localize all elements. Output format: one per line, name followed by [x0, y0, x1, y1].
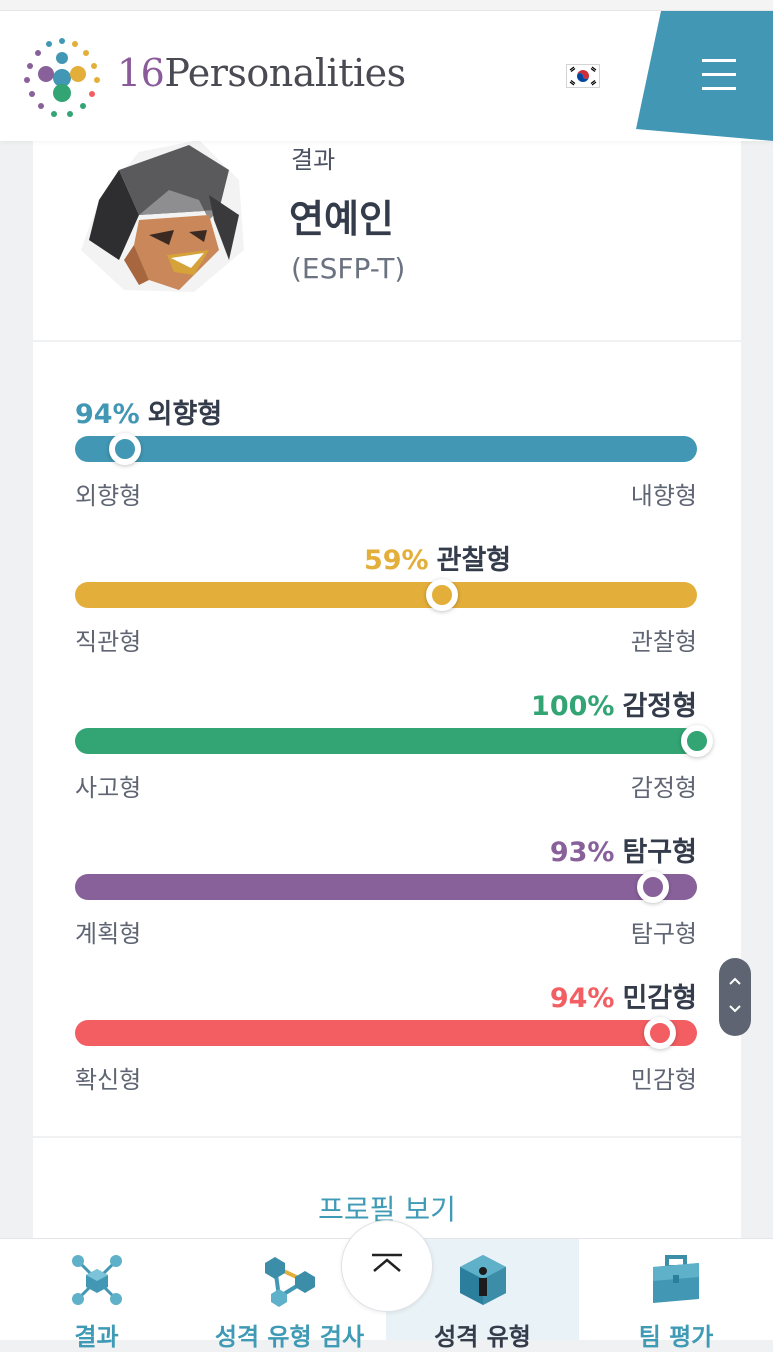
brand-logo-text[interactable]: 16Personalities — [117, 51, 406, 95]
trait-left-label: 외향형 — [75, 482, 142, 510]
trait-row: 93% 탐구형 계획형 탐구형 — [75, 830, 697, 970]
molecule-icon — [72, 1255, 122, 1305]
briefcase-icon — [653, 1255, 699, 1303]
trait-left-label: 사고형 — [75, 774, 142, 802]
scroll-top-chevron-icon — [372, 1253, 402, 1272]
menu-background-shape — [636, 11, 773, 141]
trait-heading: 94% 외향형 — [75, 392, 222, 431]
trait-heading: 59% 관찰형 — [364, 538, 511, 577]
hamburger-menu-icon[interactable] — [692, 55, 744, 95]
trait-row: 100% 감정형 사고형 감정형 — [75, 684, 713, 824]
scroll-navigator[interactable] — [719, 958, 751, 1036]
nav-personality-types-label: 성격 유형 — [434, 1323, 531, 1351]
nav-results[interactable]: 결과 — [0, 1239, 193, 1351]
trait-bar — [75, 728, 697, 754]
trait-row: 59% 관찰형 직관형 관찰형 — [75, 538, 697, 678]
trait-right-label: 탐구형 — [630, 920, 697, 948]
trait-slider-knob[interactable] — [637, 871, 670, 903]
trait-left-label: 직관형 — [75, 628, 142, 656]
chevron-down-icon[interactable] — [728, 1004, 742, 1014]
site-header: 16Personalities — [0, 10, 773, 141]
nav-test-label: 성격 유형 검사 — [214, 1323, 365, 1351]
trait-name: 외향형 — [147, 399, 223, 430]
chevron-up-icon[interactable] — [728, 976, 742, 986]
trait-percent: 93% — [549, 837, 615, 868]
trait-bar — [75, 436, 697, 462]
logo-dots-icon[interactable] — [20, 36, 104, 120]
trait-name: 민감형 — [622, 983, 697, 1014]
traits-card: 94% 외향형 외향형 내향형 59% 관찰형 직관형 관찰형 100% 감정형 사고형 감정형 93%… — [33, 342, 741, 1136]
scroll-to-top-button[interactable] — [341, 1220, 433, 1312]
trait-bar — [75, 1020, 697, 1046]
personality-type-code: (ESFP-T) — [291, 252, 406, 285]
result-label: 결과 — [291, 146, 336, 174]
result-card: 결과 연예인 (ESFP-T) — [33, 140, 741, 340]
brand-number: 16 — [117, 51, 165, 95]
entertainer-avatar-icon — [81, 140, 244, 292]
personality-type-title: 연예인 — [289, 197, 394, 241]
trait-row: 94% 민감형 확신형 민감형 — [75, 976, 697, 1116]
nav-team-assessment-label: 팀 평가 — [638, 1323, 714, 1351]
trait-right-label: 관찰형 — [630, 628, 697, 656]
trait-name: 관찰형 — [436, 545, 512, 576]
trait-heading: 100% 감정형 — [531, 684, 697, 723]
trait-percent: 94% — [75, 399, 140, 430]
nav-team-assessment[interactable]: 팀 평가 — [579, 1239, 773, 1351]
trait-heading: 94% 민감형 — [550, 976, 697, 1015]
trait-heading: 93% 탐구형 — [550, 830, 697, 869]
trait-bar — [75, 582, 697, 608]
trait-slider-knob[interactable] — [643, 1017, 676, 1049]
nav-results-label: 결과 — [74, 1323, 119, 1351]
brand-name: Personalities — [164, 51, 406, 95]
trait-name: 감정형 — [622, 691, 697, 722]
trait-left-label: 계획형 — [75, 920, 142, 948]
trait-slider-knob[interactable] — [681, 725, 713, 757]
korea-flag-icon[interactable] — [566, 64, 600, 88]
trait-percent: 59% — [363, 545, 429, 576]
trait-left-label: 확신형 — [75, 1066, 142, 1094]
trait-name: 탐구형 — [622, 837, 697, 868]
trait-percent: 94% — [549, 983, 615, 1014]
trait-slider-knob[interactable] — [108, 433, 141, 465]
trait-right-label: 감정형 — [630, 774, 697, 802]
status-strip — [0, 0, 773, 10]
trait-right-label: 민감형 — [630, 1066, 697, 1094]
trait-percent: 100% — [531, 691, 615, 722]
trait-row: 94% 외향형 외향형 내향형 — [75, 392, 697, 532]
trait-slider-knob[interactable] — [425, 579, 458, 611]
info-gem-icon — [460, 1255, 506, 1305]
trait-bar — [75, 874, 697, 900]
trait-right-label: 내향형 — [630, 482, 697, 510]
network-icon — [265, 1257, 315, 1307]
